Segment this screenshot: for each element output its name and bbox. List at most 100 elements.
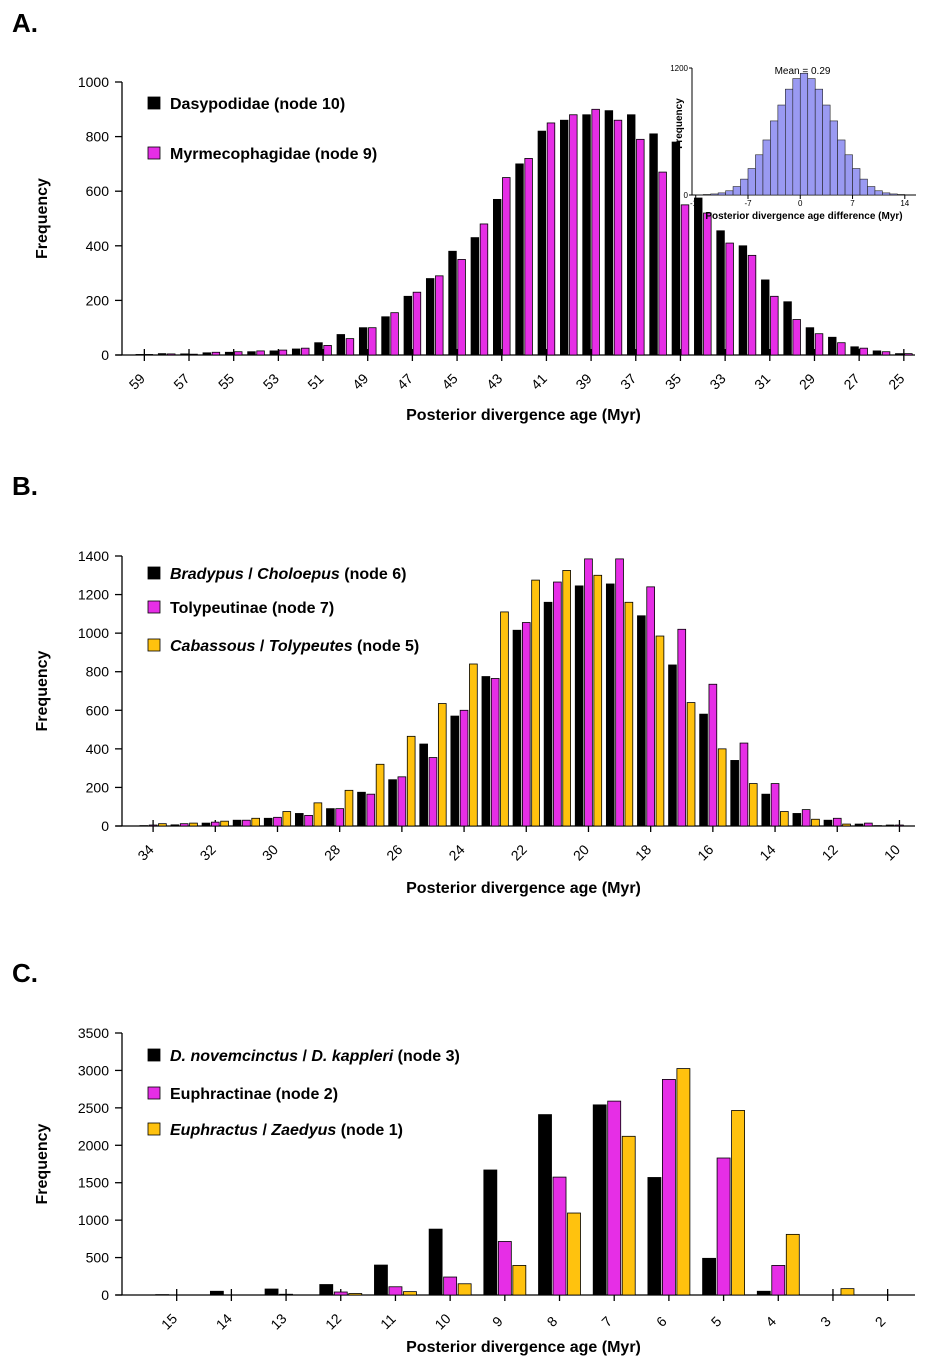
bar-yellow-19 [624, 601, 634, 827]
inset-bar [792, 78, 801, 196]
y-tick-label: 600 [86, 183, 110, 199]
bar-black-10 [885, 824, 895, 827]
bar-black-36 [649, 133, 658, 356]
bar-yellow-33 [189, 822, 198, 827]
bar-magenta-11 [388, 1286, 403, 1296]
inset-x-tick-label: 0 [798, 199, 803, 208]
bar-black-49 [358, 327, 368, 356]
legend-label-part: Bradypus [170, 566, 244, 583]
bar-black-58 [157, 353, 167, 356]
bar-magenta-13 [279, 1293, 293, 1296]
bar-yellow-27 [375, 763, 385, 827]
legend-label-part: Cabassous [170, 638, 255, 655]
y-tick-label: 0 [101, 818, 109, 834]
bar-black-28 [828, 336, 837, 356]
bar-yellow-3 [840, 1288, 855, 1296]
bar-magenta-8 [552, 1176, 567, 1296]
bar-yellow-31 [251, 817, 260, 827]
legend-label: D. novemcinctus / D. kappleri (node 3) [170, 1048, 460, 1065]
bar-black-27 [850, 346, 859, 356]
bar-yellow-16 [717, 748, 727, 827]
legend-label: Myrmecophagidae (node 9) [170, 146, 377, 163]
x-axis-label: Posterior divergence age (Myr) [406, 880, 641, 897]
bar-yellow-34 [158, 823, 167, 827]
legend-swatch-magenta [147, 1086, 161, 1100]
bar-black-31 [232, 819, 242, 827]
inset-bar [867, 186, 876, 196]
inset-bar [852, 168, 861, 196]
bar-yellow-28 [344, 789, 354, 827]
legend-swatch-yellow [147, 638, 161, 652]
legend-label-part: / [244, 566, 257, 583]
legend-swatch-black [147, 566, 161, 580]
inset-bar [844, 154, 853, 196]
bar-black-12 [319, 1284, 334, 1296]
legend-label-part: D. kappleri [311, 1048, 393, 1065]
bar-yellow-30 [282, 811, 292, 827]
bar-magenta-17 [677, 628, 687, 827]
bar-magenta-40 [569, 114, 578, 356]
panel-label: B. [12, 471, 38, 501]
inset-bar [897, 194, 906, 196]
bar-black-15 [730, 760, 739, 827]
y-tick-label: 500 [86, 1250, 110, 1266]
legend-label: Cabassous / Tolypeutes (node 5) [170, 638, 419, 655]
bar-magenta-32 [210, 821, 220, 827]
bar-magenta-29 [814, 333, 824, 356]
inset-y-label: Frequency [674, 98, 685, 149]
bar-magenta-46 [435, 275, 444, 356]
bar-magenta-27 [366, 793, 376, 827]
bar-magenta-15 [739, 742, 749, 827]
bar-magenta-53 [278, 349, 288, 356]
bar-black-51 [314, 342, 323, 356]
bar-black-32 [738, 245, 748, 356]
y-tick-label: 1200 [78, 587, 109, 603]
bar-black-59 [135, 354, 144, 356]
bar-black-14 [209, 1290, 224, 1296]
bar-magenta-59 [144, 354, 154, 356]
bar-black-29 [294, 813, 304, 827]
bar-magenta-12 [832, 817, 842, 827]
bar-magenta-23 [490, 678, 500, 827]
bar-black-25 [895, 353, 904, 356]
inset-bar [799, 72, 809, 196]
bar-magenta-9 [497, 1241, 512, 1296]
inset-bar [807, 78, 816, 196]
y-axis-label: Frequency [34, 650, 51, 731]
y-tick-label: 400 [86, 741, 110, 757]
bar-magenta-55 [234, 351, 243, 356]
inset-bar [747, 168, 756, 196]
bar-yellow-23 [500, 611, 509, 827]
legend-label-part: Tolypeutes [269, 638, 353, 655]
bar-black-35 [671, 141, 681, 356]
inset-x-tick-label: 7 [850, 199, 855, 208]
y-tick-label: 1500 [78, 1175, 109, 1191]
bar-black-24 [450, 715, 460, 827]
bar-black-34 [694, 197, 703, 356]
bar-magenta-50 [345, 338, 355, 356]
bar-black-12 [823, 819, 833, 827]
legend-label-part: Choloepus [257, 566, 340, 583]
bar-magenta-21 [553, 581, 562, 827]
bar-yellow-18 [655, 635, 665, 827]
inset-bar [889, 193, 898, 196]
y-tick-label: 1000 [78, 625, 109, 641]
bar-black-50 [336, 334, 346, 356]
legend-label-part: Zaedyus [270, 1122, 336, 1139]
y-tick-label: 1400 [78, 548, 109, 564]
bar-magenta-13 [801, 809, 811, 827]
bar-black-17 [668, 664, 677, 827]
bar-black-40 [560, 119, 569, 356]
bar-black-13 [264, 1288, 279, 1296]
bar-magenta-18 [646, 586, 655, 827]
bar-yellow-12 [348, 1293, 363, 1296]
bar-black-39 [582, 114, 591, 356]
bar-black-41 [537, 130, 547, 356]
y-tick-label: 200 [86, 292, 110, 308]
inset-bar [814, 88, 823, 196]
bar-magenta-10 [443, 1276, 458, 1296]
bar-magenta-4 [771, 1265, 786, 1296]
inset-bar [874, 190, 883, 196]
